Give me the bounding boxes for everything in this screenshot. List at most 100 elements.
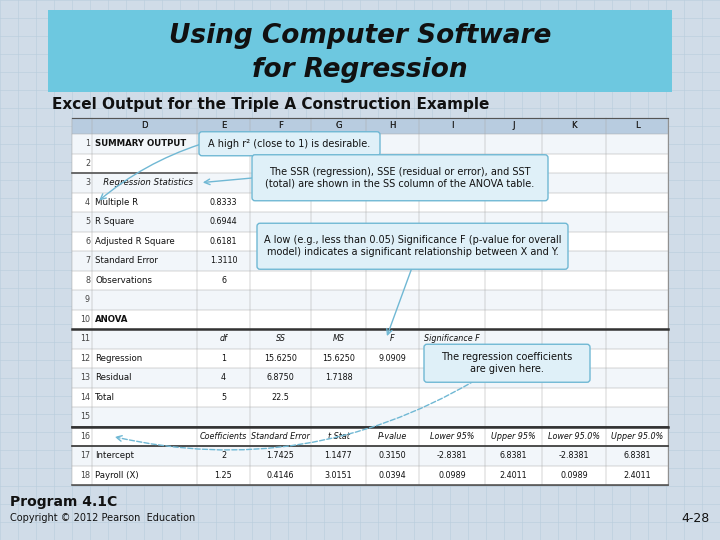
Text: 6.8381: 6.8381 (500, 451, 527, 460)
Text: G: G (335, 122, 342, 131)
FancyBboxPatch shape (72, 388, 668, 407)
Text: 4-28: 4-28 (682, 511, 710, 524)
Text: Payroll (X): Payroll (X) (95, 471, 139, 480)
Text: 12: 12 (80, 354, 90, 363)
Text: 15.6250: 15.6250 (322, 354, 355, 363)
Text: 3.0151: 3.0151 (325, 471, 352, 480)
Text: 6: 6 (85, 237, 90, 246)
Text: Intercept: Intercept (95, 451, 134, 460)
Text: 7: 7 (85, 256, 90, 265)
FancyBboxPatch shape (72, 465, 668, 485)
FancyBboxPatch shape (72, 118, 668, 134)
FancyBboxPatch shape (72, 427, 668, 446)
FancyBboxPatch shape (72, 153, 668, 173)
FancyBboxPatch shape (72, 192, 668, 212)
Text: L: L (634, 122, 639, 131)
Text: Regression Statistics: Regression Statistics (95, 178, 193, 187)
Text: H: H (390, 122, 396, 131)
Text: The regression coefficients
are given here.: The regression coefficients are given he… (441, 353, 572, 374)
Text: 15.6250: 15.6250 (264, 354, 297, 363)
Text: 17: 17 (80, 451, 90, 460)
FancyBboxPatch shape (72, 446, 668, 465)
Text: 0.0989: 0.0989 (560, 471, 588, 480)
Text: Total: Total (95, 393, 115, 402)
Text: F: F (390, 334, 395, 343)
FancyBboxPatch shape (72, 118, 668, 134)
Text: 0.6944: 0.6944 (210, 217, 238, 226)
Text: 10: 10 (80, 315, 90, 324)
Text: 2.4011: 2.4011 (624, 471, 651, 480)
Text: Program 4.1C: Program 4.1C (10, 495, 117, 509)
Text: J: J (512, 122, 515, 131)
Text: Multiple R: Multiple R (95, 198, 138, 207)
Text: Lower 95%: Lower 95% (430, 432, 474, 441)
FancyBboxPatch shape (72, 348, 668, 368)
Text: Significance F: Significance F (424, 334, 480, 343)
Text: 4: 4 (221, 373, 226, 382)
Text: 15: 15 (80, 412, 90, 421)
Text: 6: 6 (221, 276, 226, 285)
Text: Regression: Regression (95, 354, 143, 363)
FancyBboxPatch shape (72, 173, 668, 192)
Text: 0.3150: 0.3150 (379, 451, 406, 460)
FancyBboxPatch shape (424, 345, 590, 382)
FancyBboxPatch shape (72, 290, 668, 309)
Text: Observations: Observations (95, 276, 152, 285)
Text: E: E (221, 122, 226, 131)
Text: df: df (220, 334, 228, 343)
Text: P-value: P-value (378, 432, 407, 441)
Text: 1.1477: 1.1477 (325, 451, 352, 460)
Text: Copyright © 2012 Pearson  Education: Copyright © 2012 Pearson Education (10, 513, 195, 523)
Text: 2.4011: 2.4011 (500, 471, 527, 480)
Text: A low (e.g., less than 0.05) Significance F (p-value for overall
model) indicate: A low (e.g., less than 0.05) Significanc… (264, 235, 562, 257)
FancyBboxPatch shape (199, 132, 380, 156)
Text: MS: MS (333, 334, 344, 343)
Text: Excel Output for the Triple A Construction Example: Excel Output for the Triple A Constructi… (52, 98, 490, 112)
Text: Residual: Residual (95, 373, 132, 382)
Text: R Square: R Square (95, 217, 134, 226)
Text: Coefficients: Coefficients (200, 432, 247, 441)
Text: F: F (278, 122, 283, 131)
Text: 11: 11 (80, 334, 90, 343)
Text: 5: 5 (221, 393, 226, 402)
Text: Standard Error: Standard Error (251, 432, 310, 441)
Text: 1: 1 (85, 139, 90, 148)
Text: 0.0989: 0.0989 (438, 471, 466, 480)
Text: SS: SS (276, 334, 286, 343)
Text: 0.0394: 0.0394 (438, 354, 466, 363)
Text: 9: 9 (85, 295, 90, 304)
Text: -2.8381: -2.8381 (559, 451, 589, 460)
Text: I: I (451, 122, 454, 131)
FancyBboxPatch shape (252, 155, 548, 201)
Text: D: D (141, 122, 148, 131)
Text: 0.4146: 0.4146 (266, 471, 294, 480)
Text: I: I (451, 122, 454, 131)
Text: Standard Error: Standard Error (95, 256, 158, 265)
Text: H: H (390, 122, 396, 131)
FancyBboxPatch shape (72, 368, 668, 388)
FancyBboxPatch shape (72, 271, 668, 290)
Text: A high r² (close to 1) is desirable.: A high r² (close to 1) is desirable. (208, 139, 371, 148)
Text: 1.3110: 1.3110 (210, 256, 238, 265)
Text: Adjusted R Square: Adjusted R Square (95, 237, 175, 246)
Text: 5: 5 (85, 217, 90, 226)
Text: K: K (571, 122, 577, 131)
Text: 2: 2 (85, 159, 90, 168)
Text: 18: 18 (80, 471, 90, 480)
FancyBboxPatch shape (72, 232, 668, 251)
Text: Lower 95.0%: Lower 95.0% (548, 432, 600, 441)
Text: F: F (278, 122, 283, 131)
FancyBboxPatch shape (72, 134, 668, 153)
Text: ANOVA: ANOVA (95, 315, 128, 324)
Text: 2: 2 (221, 451, 226, 460)
Text: J: J (512, 122, 515, 131)
Text: K: K (571, 122, 577, 131)
Text: 6.8381: 6.8381 (624, 451, 651, 460)
Text: E: E (221, 122, 226, 131)
FancyBboxPatch shape (72, 212, 668, 232)
Text: 16: 16 (80, 432, 90, 441)
Text: 8: 8 (85, 276, 90, 285)
FancyBboxPatch shape (72, 118, 668, 485)
Text: 1.25: 1.25 (215, 471, 233, 480)
Text: Upper 95.0%: Upper 95.0% (611, 432, 663, 441)
